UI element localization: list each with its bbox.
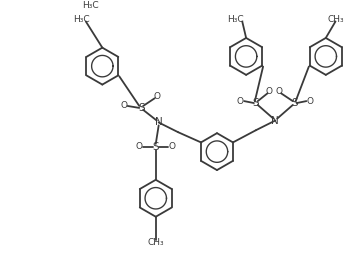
- Text: N: N: [272, 115, 279, 125]
- Text: O: O: [120, 101, 127, 110]
- Text: H₃C: H₃C: [73, 15, 89, 24]
- Text: S: S: [138, 103, 145, 113]
- Text: O: O: [169, 142, 176, 151]
- Text: N: N: [155, 118, 163, 127]
- Text: O: O: [136, 142, 143, 151]
- Text: O: O: [276, 87, 283, 96]
- Text: CH₃: CH₃: [327, 15, 344, 24]
- Text: CH₃: CH₃: [147, 238, 164, 248]
- Text: O: O: [153, 92, 160, 101]
- Text: S: S: [253, 98, 259, 108]
- Text: S: S: [292, 98, 298, 108]
- Text: O: O: [307, 97, 314, 106]
- Text: S: S: [153, 142, 159, 152]
- Text: O: O: [237, 97, 244, 106]
- Text: H₃C: H₃C: [227, 15, 244, 24]
- Text: H₃C: H₃C: [82, 1, 99, 10]
- Text: O: O: [266, 87, 273, 96]
